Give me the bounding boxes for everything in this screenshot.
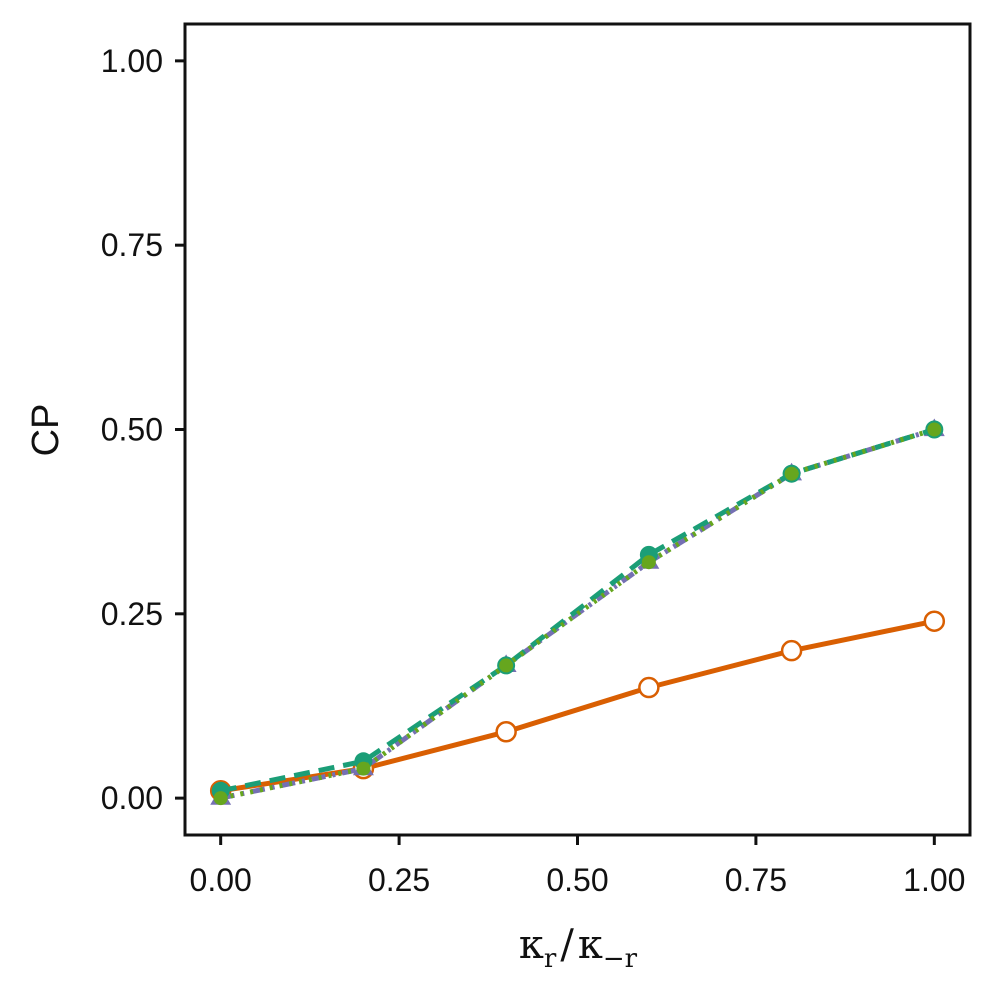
- x-tick-label: 0.75: [725, 862, 787, 898]
- x-axis-title-kappa-2: κ: [578, 922, 603, 968]
- series-1-point: [780, 639, 803, 662]
- x-axis-title-sub-2: −r: [603, 944, 638, 974]
- series-1-line: [220, 618, 935, 794]
- y-tick-label: 0.75: [101, 227, 163, 263]
- series-4-point: [213, 791, 228, 806]
- x-tick-label: 0.00: [190, 862, 252, 898]
- series-3: [211, 420, 944, 800]
- x-axis: 0.00 0.25 0.50 0.75 1.00: [190, 835, 965, 898]
- x-axis-title-sub-1: r: [544, 944, 557, 974]
- series-1-point: [923, 610, 946, 632]
- series-4-point: [499, 658, 514, 673]
- series-1-point: [638, 676, 660, 699]
- y-tick-label: 0.25: [101, 596, 163, 632]
- plot-frame: [183, 22, 972, 837]
- x-axis-title: κr / κ−r: [519, 922, 638, 974]
- series-1-point: [495, 721, 517, 743]
- y-axis: 0.00 0.25 0.50 0.75 1.00: [101, 43, 185, 816]
- y-axis-title: CP: [25, 404, 67, 457]
- x-tick-label: 0.25: [368, 862, 430, 898]
- x-tick-label: 1.00: [903, 862, 965, 898]
- series-layer: [209, 418, 946, 806]
- series-4: [213, 422, 942, 806]
- y-tick-label: 0.50: [101, 412, 163, 448]
- y-tick-label: 0.00: [101, 780, 163, 816]
- x-axis-title-kappa-1: κ: [519, 922, 544, 968]
- series-3-line: [220, 427, 936, 794]
- series-4-point: [784, 466, 799, 481]
- y-tick-label: 1.00: [101, 43, 163, 79]
- x-tick-label: 0.50: [546, 862, 608, 898]
- series-4-point: [927, 422, 942, 437]
- series-2-line: [220, 427, 936, 801]
- series-4-point: [356, 761, 371, 776]
- series-4-point: [641, 555, 656, 570]
- series-4-line: [220, 427, 936, 801]
- x-axis-title-slash: /: [560, 922, 574, 968]
